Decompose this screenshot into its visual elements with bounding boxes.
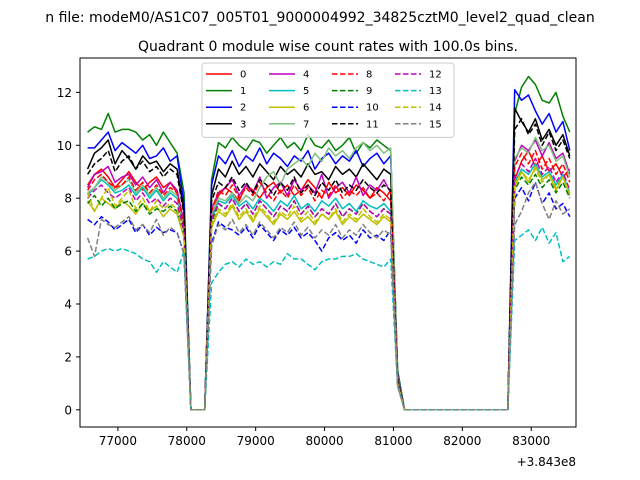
legend-label-12: 12 bbox=[429, 70, 442, 81]
y-tick-label: 10 bbox=[57, 139, 72, 153]
axes-frame bbox=[79, 57, 577, 428]
x-tick-label: 77000 bbox=[99, 434, 137, 448]
legend-label-8: 8 bbox=[366, 70, 372, 81]
axis-ticks: 77000 78000 79000 80000 81000 82000 83000 0 2 4 6 8… bbox=[57, 86, 551, 448]
x-tick-label: 81000 bbox=[374, 434, 412, 448]
figure-suptitle: n file: modeM0/AS1C07_005T01_9000004992_… bbox=[45, 10, 594, 26]
chart-title: Quadrant 0 module wise count rates with … bbox=[138, 39, 518, 55]
legend-label-5: 5 bbox=[303, 86, 309, 97]
legend-label-9: 9 bbox=[366, 86, 372, 97]
series-line-15 bbox=[86, 181, 571, 411]
x-tick-label: 80000 bbox=[305, 434, 343, 448]
plot-area bbox=[86, 75, 571, 411]
legend-label-15: 15 bbox=[429, 119, 442, 130]
legend-label-3: 3 bbox=[240, 119, 246, 130]
series-line-13 bbox=[87, 226, 571, 411]
legend-label-14: 14 bbox=[429, 103, 442, 114]
legend-label-10: 10 bbox=[366, 103, 379, 114]
x-tick-label: 82000 bbox=[443, 434, 481, 448]
y-tick-label: 12 bbox=[57, 86, 72, 100]
y-tick-label: 0 bbox=[64, 403, 72, 417]
x-offset-label: +3.843e8 bbox=[517, 455, 576, 469]
x-tick-label: 83000 bbox=[512, 434, 550, 448]
legend-box bbox=[201, 62, 455, 138]
x-tick-label: 79000 bbox=[237, 434, 275, 448]
series-line-8 bbox=[86, 149, 571, 411]
y-tick-label: 8 bbox=[64, 192, 72, 206]
legend-label-11: 11 bbox=[366, 119, 379, 130]
y-tick-label: 2 bbox=[64, 350, 72, 364]
legend-label-1: 1 bbox=[240, 86, 246, 97]
x-tick-label: 78000 bbox=[168, 434, 206, 448]
legend-label-2: 2 bbox=[240, 103, 246, 114]
y-tick-label: 6 bbox=[64, 245, 72, 259]
legend-label-13: 13 bbox=[429, 86, 442, 97]
legend-label-0: 0 bbox=[240, 70, 246, 81]
series-line-12 bbox=[87, 157, 571, 411]
y-tick-label: 4 bbox=[64, 298, 72, 312]
legend-label-4: 4 bbox=[303, 70, 309, 81]
legend-label-6: 6 bbox=[303, 103, 309, 114]
legend-label-7: 7 bbox=[303, 119, 309, 130]
